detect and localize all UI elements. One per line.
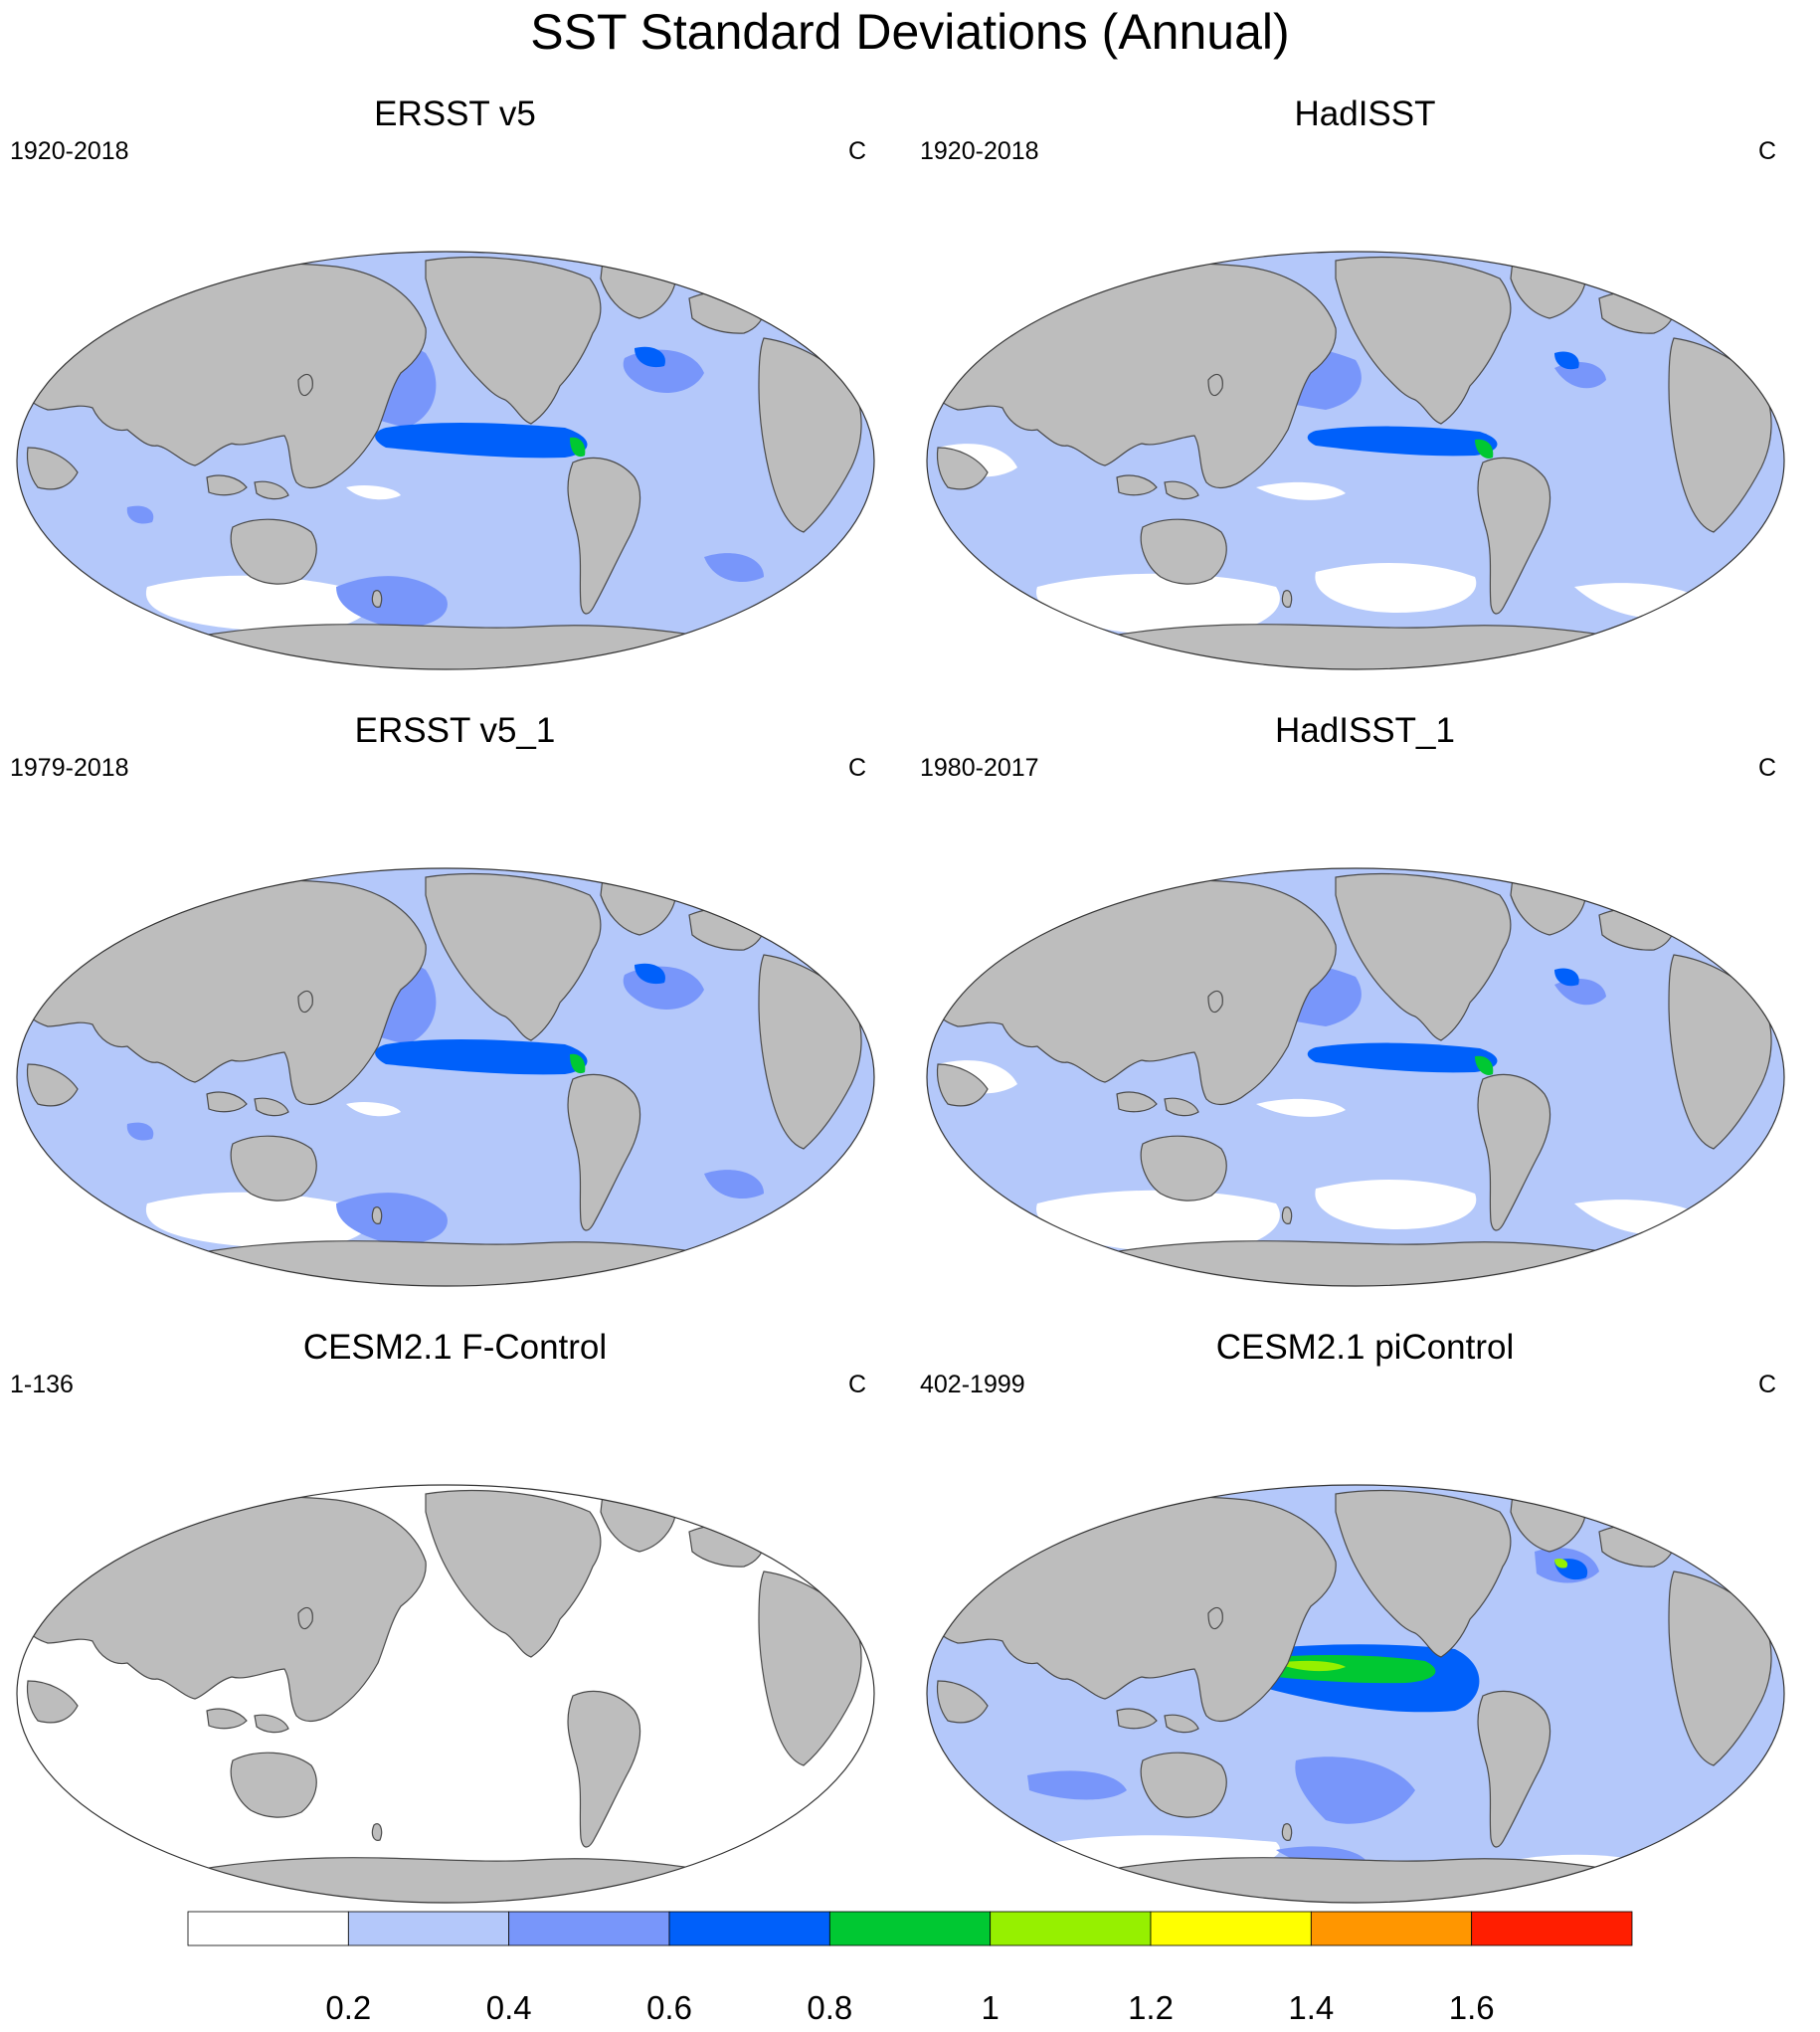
sst-contour (1036, 573, 1280, 638)
colorbar-tick-label: 1.6 (1448, 1989, 1495, 2026)
map-border (926, 867, 1785, 1287)
sst-contour (635, 346, 665, 368)
panel-title: CESM2.1 piControl (1215, 1328, 1515, 1367)
panel-title: ERSST v5 (374, 94, 536, 133)
world-map (16, 1484, 875, 1904)
sst-contour (336, 1193, 448, 1244)
panel-period-label: 1-136 (10, 1371, 74, 1398)
sst-contour (1027, 1770, 1127, 1800)
map-panel: HadISST 1920-2018 C (910, 94, 1820, 701)
sst-contour (1315, 1179, 1477, 1229)
panel-units-label: C (1757, 1371, 1776, 1398)
panel-period-label: 402-1999 (920, 1371, 1025, 1398)
sst-contour (704, 1170, 764, 1200)
map-border (926, 251, 1785, 670)
panel-title: HadISST_1 (1275, 711, 1455, 750)
panel-units-label: C (1757, 754, 1776, 782)
world-map (926, 867, 1785, 1287)
sst-contour (1307, 426, 1498, 457)
colorbar-tick-label: 0.8 (807, 1989, 853, 2026)
sst-contour (126, 1122, 154, 1141)
sst-contour (704, 553, 764, 583)
map-border (16, 1484, 875, 1904)
colorbar-tick-label: 0.2 (325, 1989, 372, 2026)
panel-period-label: 1980-2017 (920, 754, 1039, 782)
panel-period-label: 1920-2018 (10, 137, 129, 165)
panel-title: HadISST (1294, 94, 1436, 133)
world-map (926, 1484, 1785, 1904)
sst-contour (375, 1039, 588, 1075)
map-border (16, 867, 875, 1287)
sst-contour (145, 1192, 371, 1249)
panel-units-label: C (847, 1371, 866, 1398)
map-panel: ERSST v5_1 1979-2018 C (0, 711, 910, 1318)
sst-contour (1307, 1042, 1498, 1073)
sst-contour (336, 576, 448, 628)
panel-units-label: C (847, 754, 866, 782)
map-panel: HadISST_1 1980-2017 C (910, 711, 1820, 1318)
map-panel: CESM2.1 F-Control 1-136 C (0, 1328, 910, 1935)
sst-contour (1554, 1559, 1568, 1569)
world-map (926, 251, 1785, 670)
figure-title: SST Standard Deviations (Annual) (530, 4, 1290, 60)
colorbar-tick-label: 1.4 (1288, 1989, 1335, 2026)
sst-contour (375, 423, 588, 459)
sst-contour (1256, 481, 1346, 500)
sst-contour (346, 484, 401, 500)
panel-units-label: C (847, 137, 866, 165)
sst-contour (1295, 1756, 1415, 1824)
sst-contour (346, 1101, 401, 1117)
sst-contour (145, 575, 371, 633)
sst-contour (1554, 351, 1579, 370)
map-panel: CESM2.1 piControl 402-1999 C (910, 1328, 1820, 1935)
world-map (16, 867, 875, 1287)
sst-contour (1036, 1190, 1280, 1254)
colorbar-tick-label: 1 (981, 1989, 1000, 2026)
sst-contour (1554, 968, 1579, 987)
panel-units-label: C (1757, 137, 1776, 165)
sst-contour (126, 505, 154, 524)
sst-contour (570, 1053, 586, 1074)
colorbar-tick-label: 0.4 (485, 1989, 532, 2026)
sst-contour (1276, 1660, 1346, 1672)
sst-contour (1315, 562, 1477, 613)
panel-title: ERSST v5_1 (354, 711, 556, 750)
panel-period-label: 1979-2018 (10, 754, 129, 782)
sst-contour (570, 437, 586, 458)
sst-contour (635, 963, 665, 985)
world-map (16, 251, 875, 670)
sst-contour (1256, 1098, 1346, 1117)
map-border (926, 1484, 1785, 1904)
panel-title: CESM2.1 F-Control (302, 1328, 608, 1367)
panel-period-label: 1920-2018 (920, 137, 1039, 165)
colorbar-tick-label: 1.2 (1128, 1989, 1174, 2026)
map-panel: ERSST v5 1920-2018 C (0, 94, 910, 701)
colorbar-tick-label: 0.6 (646, 1989, 692, 2026)
map-border (16, 251, 875, 670)
sst-contour (1475, 439, 1494, 459)
sst-contour (1475, 1055, 1494, 1075)
